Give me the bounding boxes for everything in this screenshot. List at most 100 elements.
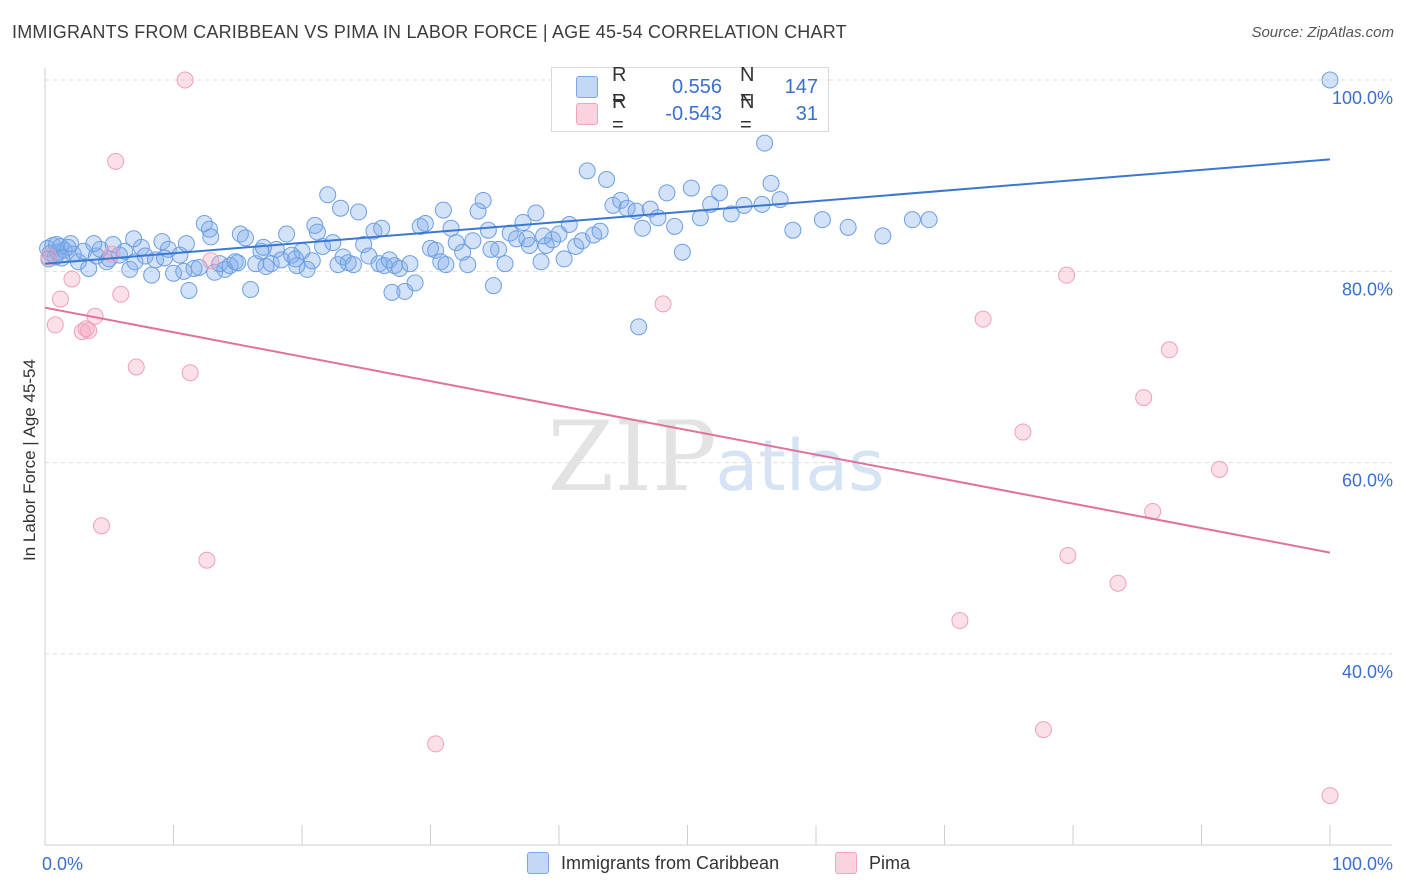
- caribbean-point: [324, 234, 342, 252]
- caribbean-point: [598, 170, 616, 188]
- legend-item-caribbean: Immigrants from Caribbean: [527, 852, 779, 874]
- caribbean-point: [298, 260, 316, 278]
- caribbean-point: [520, 237, 538, 255]
- series-legend: Immigrants from Caribbean Pima: [0, 852, 1406, 878]
- pima-point: [198, 551, 216, 569]
- watermark-atlas: atlas: [715, 425, 884, 507]
- caribbean-point: [756, 134, 774, 152]
- legend-swatch-pima: [576, 103, 598, 125]
- legend-row-pima: R = -0.543 N = 31: [576, 91, 818, 136]
- axes: [44, 68, 1392, 846]
- caribbean-point: [711, 184, 729, 202]
- caribbean-point: [649, 209, 667, 227]
- caribbean-point: [350, 203, 368, 221]
- caribbean-point: [762, 174, 780, 192]
- pima-point: [1014, 423, 1032, 441]
- pima-point: [40, 248, 58, 266]
- caribbean-point: [442, 219, 460, 237]
- legend-r-label: R =: [612, 91, 627, 136]
- legend-n-value: 31: [795, 102, 818, 125]
- caribbean-point: [180, 281, 198, 299]
- pima-point: [80, 322, 98, 340]
- legend-item-pima: Pima: [835, 852, 910, 874]
- chart-title: IMMIGRANTS FROM CARIBBEAN VS PIMA IN LAB…: [12, 22, 847, 42]
- caribbean-point: [85, 235, 103, 253]
- caribbean-point: [257, 258, 275, 276]
- y-tick-label: 80.0%: [1342, 279, 1393, 299]
- caribbean-point: [735, 196, 753, 214]
- pima-point: [93, 517, 111, 535]
- y-tick-label: 60.0%: [1342, 471, 1393, 491]
- caribbean-point: [332, 199, 350, 217]
- caribbean-point: [555, 250, 573, 268]
- legend-label-pima: Pima: [869, 852, 911, 873]
- pima-point: [1058, 266, 1076, 284]
- caribbean-point: [383, 283, 401, 301]
- x-tick-label: 0.0%: [42, 854, 83, 874]
- pima-point: [127, 358, 145, 376]
- caribbean-point: [691, 209, 709, 227]
- x-tick-label: 100.0%: [1332, 854, 1393, 874]
- caribbean-point: [447, 234, 465, 252]
- pima-point: [107, 152, 125, 170]
- caribbean-point: [46, 248, 64, 266]
- legend-swatch-caribbean: [527, 852, 549, 874]
- caribbean-point: [411, 217, 429, 235]
- caribbean-point: [479, 221, 497, 239]
- caribbean-point: [459, 256, 477, 274]
- y-tick-label: 100.0%: [1332, 88, 1393, 108]
- trend-line-caribbean: [44, 158, 1331, 265]
- caribbean-point: [236, 229, 254, 247]
- caribbean-point: [401, 255, 419, 273]
- caribbean-point: [454, 243, 472, 261]
- pima-point: [1135, 389, 1153, 407]
- pima-point: [1034, 721, 1052, 739]
- caribbean-point: [722, 205, 740, 223]
- caribbean-point: [630, 318, 648, 336]
- pima-point: [951, 612, 969, 630]
- caribbean-point: [591, 222, 609, 240]
- caribbean-point: [437, 256, 455, 274]
- caribbean-point: [666, 217, 684, 235]
- series-pima-points: [40, 71, 1339, 805]
- pima-point: [181, 364, 199, 382]
- caribbean-point: [578, 162, 596, 180]
- caribbean-point: [416, 215, 434, 232]
- caribbean-point: [484, 277, 502, 295]
- pima-point: [112, 285, 130, 303]
- y-tick-label: 40.0%: [1342, 662, 1393, 682]
- caribbean-point: [560, 215, 578, 233]
- caribbean-point: [813, 211, 831, 229]
- y-axis-label: In Labor Force | Age 45-54: [20, 359, 39, 561]
- pima-point: [51, 290, 69, 308]
- caribbean-point: [272, 251, 290, 269]
- legend-label-caribbean: Immigrants from Caribbean: [561, 852, 780, 873]
- caribbean-point: [177, 235, 195, 253]
- pima-point: [202, 252, 220, 270]
- pima-point: [427, 735, 445, 753]
- caribbean-point: [514, 214, 532, 232]
- pima-point: [654, 295, 672, 313]
- legend-r-value: -0.543: [665, 102, 722, 125]
- caribbean-point: [432, 253, 450, 271]
- caribbean-point: [839, 218, 857, 236]
- trend-line-pima: [44, 306, 1331, 554]
- pima-point: [1160, 341, 1178, 359]
- caribbean-point: [537, 237, 555, 255]
- caribbean-point: [464, 232, 482, 250]
- caribbean-point: [229, 254, 247, 272]
- legend-n-label: N =: [740, 64, 755, 109]
- caribbean-point: [544, 231, 562, 249]
- caribbean-point: [518, 230, 536, 248]
- caribbean-point: [247, 255, 265, 273]
- caribbean-point: [303, 252, 321, 270]
- caribbean-point: [434, 201, 452, 219]
- caribbean-point: [116, 242, 134, 260]
- caribbean-point: [206, 263, 224, 281]
- legend-swatch-pima: [835, 852, 857, 874]
- caribbean-point: [143, 266, 161, 284]
- caribbean-point: [634, 219, 652, 237]
- caribbean-point: [344, 256, 362, 274]
- caribbean-point: [373, 219, 391, 237]
